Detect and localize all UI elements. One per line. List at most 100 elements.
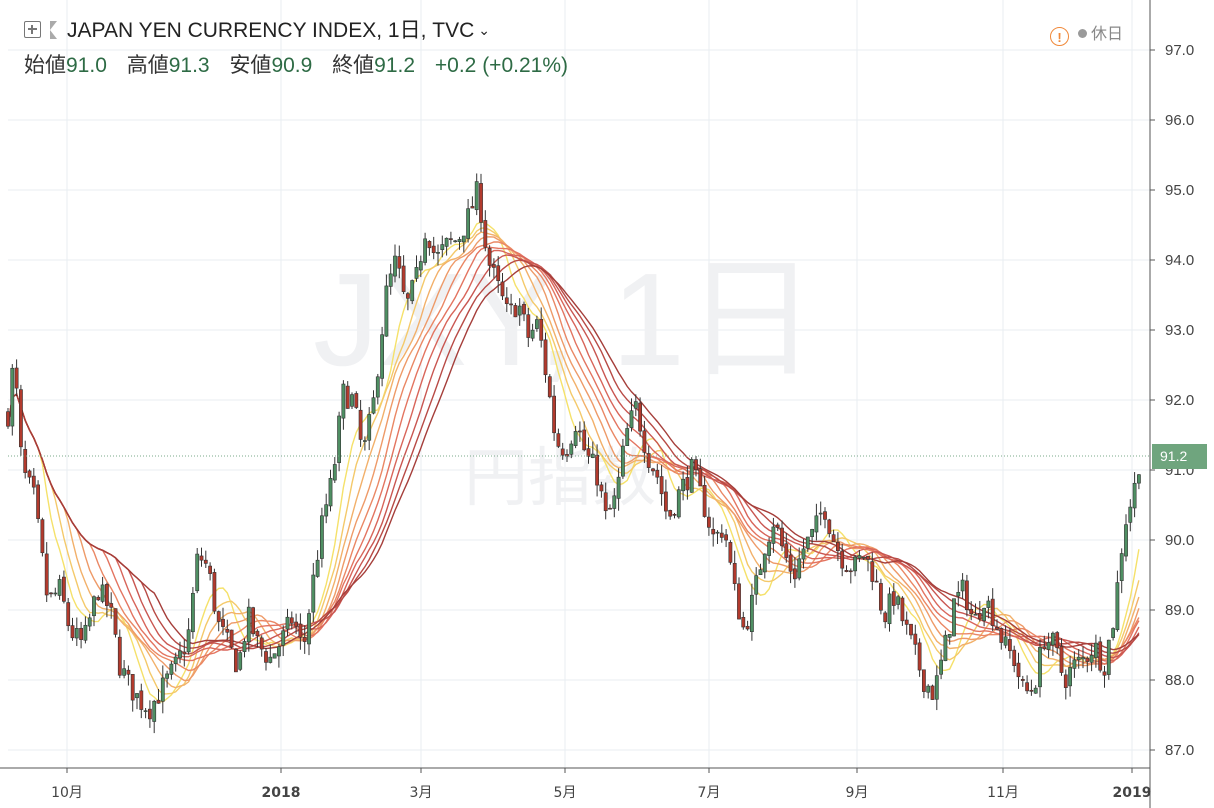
candle-body — [358, 409, 363, 440]
candle-body — [681, 478, 686, 492]
close-label: 終値 — [332, 54, 375, 77]
candle-body — [105, 584, 109, 606]
high-value: 91.3 — [168, 54, 210, 77]
candle-body — [797, 558, 802, 579]
candle-body — [547, 376, 552, 398]
candle-body — [212, 572, 217, 612]
candle-body — [10, 367, 15, 427]
candle-body — [534, 319, 539, 329]
expand-icon[interactable] — [24, 21, 41, 38]
candle-body — [990, 598, 995, 626]
candle-body — [1076, 656, 1081, 661]
candle-body — [1098, 641, 1103, 671]
y-tick-label: 92.0 — [1165, 392, 1194, 409]
candle-body — [23, 449, 28, 473]
candle-body — [638, 402, 643, 432]
ma-line — [7, 231, 1140, 689]
candle-body — [625, 428, 630, 446]
y-tick-label: 93.0 — [1165, 322, 1194, 339]
candle-body — [345, 385, 350, 409]
candle-body — [762, 553, 767, 573]
candle-body — [302, 637, 307, 642]
candle-body — [109, 603, 114, 608]
candle-body — [982, 607, 987, 621]
candle-body — [44, 553, 49, 596]
candle-body — [732, 562, 737, 584]
candle-body — [36, 484, 41, 519]
candle-body — [14, 367, 19, 389]
candle-body — [152, 700, 157, 722]
candle-body — [453, 240, 458, 243]
candle-body — [1089, 654, 1094, 663]
candle-body — [148, 708, 152, 720]
warning-icon[interactable]: ! — [1050, 27, 1069, 46]
candle-body — [620, 445, 625, 477]
candle-body — [156, 699, 161, 704]
candle-body — [496, 265, 501, 282]
candle-body — [810, 528, 815, 537]
candle-body — [737, 583, 741, 620]
symbol-title[interactable]: JAPAN YEN CURRENCY INDEX, 1日, TVC — [67, 19, 475, 42]
candle-body — [96, 596, 101, 601]
candle-body — [6, 411, 10, 427]
watermark-symbol: JXY, 1日 — [313, 246, 817, 393]
candle-body — [1042, 646, 1047, 650]
candle-body — [749, 594, 754, 632]
candle-body — [870, 561, 875, 582]
candle-body — [603, 492, 608, 512]
candle-body — [259, 637, 264, 650]
candle-body — [805, 536, 810, 549]
candle-body — [552, 395, 557, 434]
candle-body — [861, 556, 866, 559]
y-tick-label: 89.0 — [1165, 602, 1194, 619]
x-tick-label: 2018 — [262, 785, 301, 801]
chevron-down-icon[interactable]: ⌄ — [478, 22, 490, 38]
candle-body — [1038, 647, 1042, 688]
candle-body — [113, 608, 118, 635]
candle-body — [835, 541, 840, 552]
candle-body — [436, 251, 440, 254]
candle-body — [999, 628, 1004, 643]
candle-body — [294, 621, 299, 627]
candle-body — [672, 513, 677, 516]
open-label: 始値 — [24, 54, 66, 77]
candle-body — [801, 548, 806, 560]
candle-body — [904, 619, 909, 625]
candle-body — [173, 656, 178, 665]
status-dot-icon — [1078, 29, 1087, 38]
candle-body — [612, 495, 617, 509]
candle-body — [827, 519, 832, 534]
candle-body — [461, 235, 466, 243]
candle-body — [169, 663, 174, 675]
candles — [6, 173, 1141, 734]
candle-body — [195, 553, 200, 592]
candle-body — [130, 674, 135, 701]
candle-body — [986, 600, 991, 608]
candle-body — [853, 556, 858, 572]
candle-body — [689, 459, 694, 493]
candle-body — [324, 504, 329, 517]
candle-body — [818, 512, 823, 515]
moving-average-ribbon — [7, 221, 1140, 703]
candle-body — [814, 515, 819, 533]
candle-body — [1137, 474, 1141, 484]
candle-body — [934, 675, 939, 700]
candle-body — [431, 245, 436, 254]
candle-body — [375, 376, 380, 398]
candle-body — [711, 528, 716, 535]
candle-body — [930, 685, 935, 700]
candle-body — [577, 430, 582, 433]
candle-body — [401, 265, 406, 292]
candle-body — [1106, 639, 1111, 675]
change-value: +0.2 — [434, 54, 477, 77]
candle-body — [384, 285, 389, 337]
candle-body — [18, 389, 23, 448]
candle-body — [178, 650, 182, 659]
x-tick-label: 7月 — [698, 785, 721, 801]
candle-body — [788, 554, 793, 572]
candle-body — [221, 618, 225, 627]
candle-body — [1059, 646, 1064, 673]
candle-body — [556, 433, 561, 447]
candle-body — [539, 318, 544, 341]
